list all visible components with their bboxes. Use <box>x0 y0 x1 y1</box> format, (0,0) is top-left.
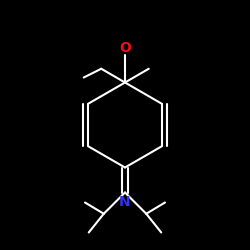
Text: N: N <box>119 194 131 208</box>
Text: O: O <box>119 40 131 54</box>
